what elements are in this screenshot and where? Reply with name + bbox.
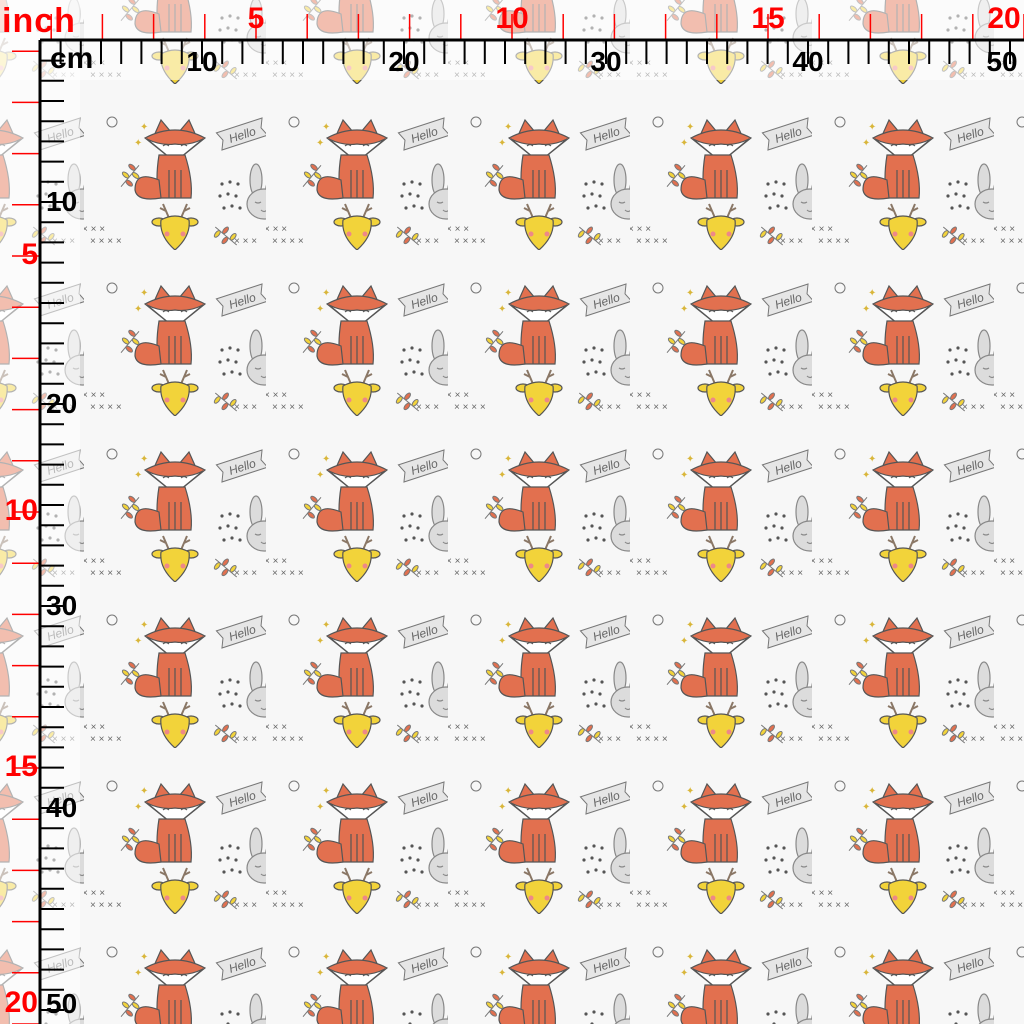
- cm-label-left: 40: [46, 792, 78, 823]
- inch-label-top: 5: [247, 2, 265, 35]
- cm-label-top: 20: [388, 46, 420, 77]
- cm-label-top: 40: [792, 46, 824, 77]
- inch-label-left: 10: [4, 494, 38, 527]
- cm-label-top: 30: [590, 46, 622, 77]
- cm-label-left: 20: [46, 388, 78, 419]
- cm-label-top: 50: [986, 46, 1018, 77]
- cm-label-left: 30: [46, 590, 78, 621]
- inch-label-left: 15: [4, 750, 38, 783]
- inch-label-top: 10: [495, 2, 529, 35]
- cm-label-left: 50: [46, 988, 78, 1019]
- inch-label-left: 5: [21, 238, 38, 271]
- cm-label-left: 10: [46, 186, 78, 217]
- cm-unit-label: cm: [50, 42, 94, 75]
- inch-label-top: 15: [751, 2, 785, 35]
- cm-label-top: 10: [186, 46, 218, 77]
- inch-unit-label: inch: [2, 2, 76, 40]
- inch-label-left: 20: [4, 986, 38, 1019]
- inch-label-top: 20: [987, 2, 1021, 35]
